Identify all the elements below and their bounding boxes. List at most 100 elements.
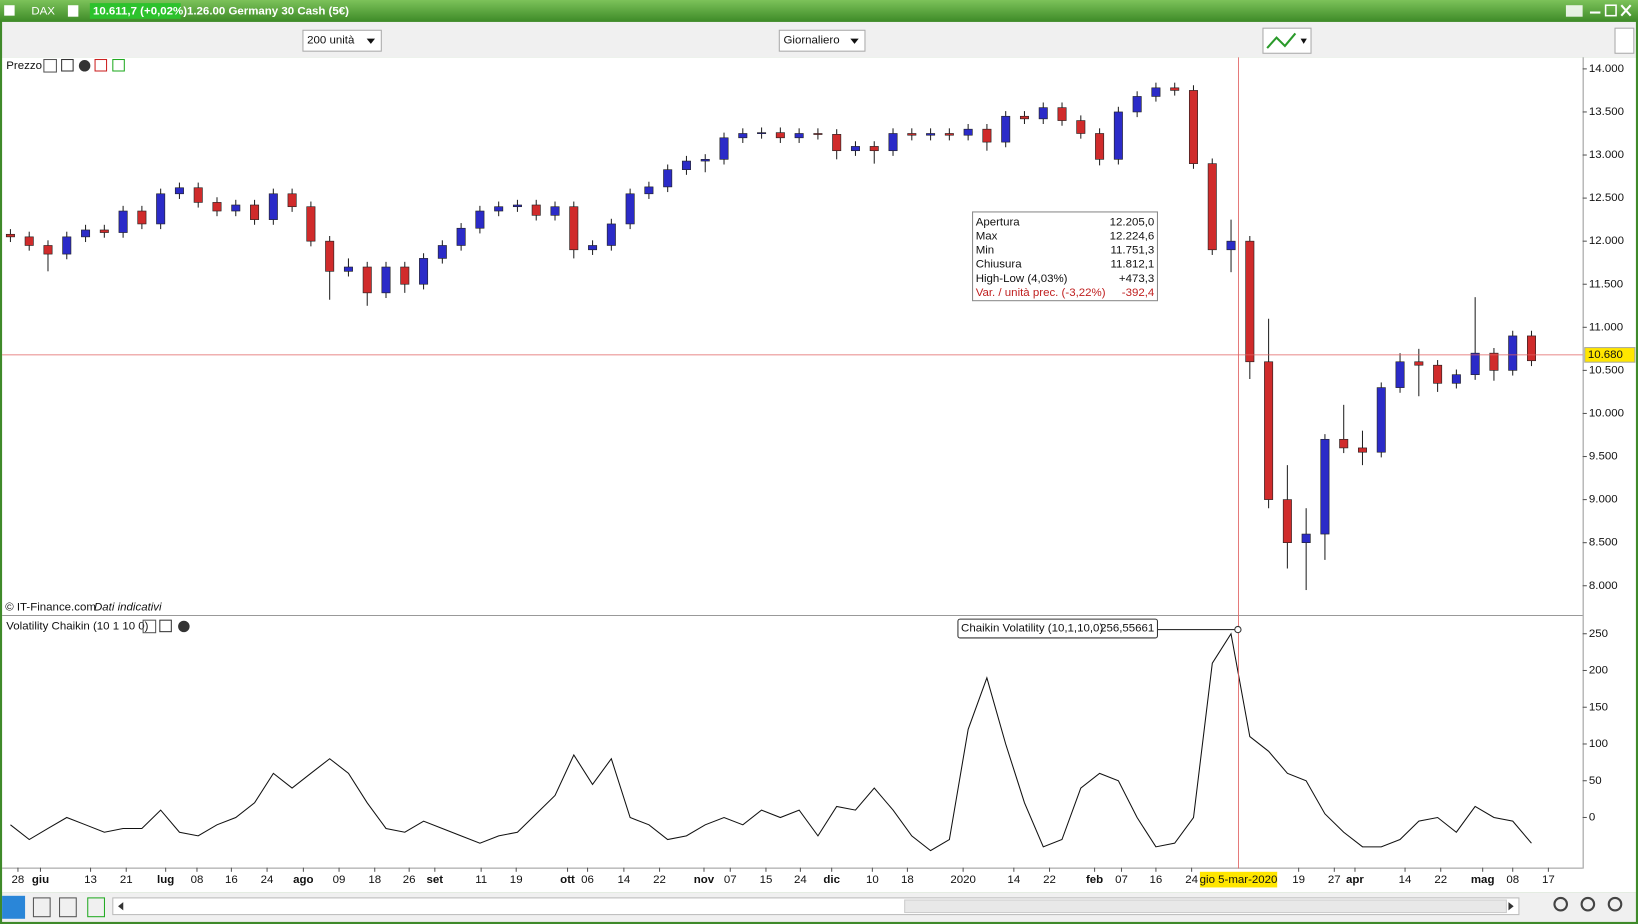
x-tick-label: 08 <box>191 874 204 886</box>
tooltip-value: 11.812,1 <box>1111 259 1155 271</box>
y-tick-label: 9.500 <box>1589 451 1618 463</box>
x-tick-label: 19 <box>1292 874 1305 886</box>
candle-body <box>1038 107 1048 120</box>
x-tick-label: lug <box>157 874 174 886</box>
candle-body <box>963 128 973 136</box>
dropdown-arrow <box>850 38 859 44</box>
date-tag-label: gio 5-mar-2020 <box>1200 874 1278 886</box>
title-bar <box>0 0 1638 22</box>
candle-body <box>1132 96 1142 113</box>
instrument: 1.26.00 Germany 30 Cash (5€) <box>187 6 349 18</box>
zoom-in-button[interactable] <box>1607 896 1623 912</box>
candle-body <box>850 146 860 152</box>
x-tick-label: 10 <box>866 874 879 886</box>
x-tick-label: dic <box>823 874 840 886</box>
x-tick-label: 16 <box>1150 874 1163 886</box>
tool-button[interactable] <box>32 897 51 918</box>
zoom-fit-button[interactable] <box>1553 896 1569 912</box>
info-icon[interactable] <box>67 5 79 17</box>
side-button[interactable] <box>1614 27 1635 54</box>
candle-body <box>43 245 53 255</box>
candle-body <box>1226 240 1236 251</box>
candle-body <box>437 245 447 259</box>
keyboard-button[interactable] <box>1565 5 1583 17</box>
volatility-tooltip <box>957 618 1158 639</box>
close-button[interactable] <box>1620 4 1632 17</box>
candle-body <box>24 236 34 246</box>
volatility-panel-title: Volatility Chaikin (10 1 10 0) <box>6 620 148 632</box>
ohlc-tooltip: Apertura 12.205,0 Max 12.224,6 Min 11.751,3 Ch… <box>972 211 1158 302</box>
candle-body <box>606 223 616 246</box>
candle-body <box>287 193 297 208</box>
candle-body <box>62 236 72 255</box>
candle-body <box>419 258 429 285</box>
y-tick-label: 12.500 <box>1589 192 1624 204</box>
candle-body <box>813 133 823 135</box>
zoom-out-button[interactable] <box>1580 896 1596 912</box>
tool-button[interactable] <box>87 897 105 918</box>
y-tick-label: 200 <box>1589 665 1608 677</box>
x-tick-label: 14 <box>617 874 630 886</box>
x-tick-label: 26 <box>403 874 416 886</box>
dropdown-arrow <box>1300 38 1307 44</box>
minimize-button[interactable] <box>1589 11 1601 14</box>
tooltip-label: Var. / unità prec. (-3,22%) <box>976 287 1106 299</box>
candle-body <box>1301 533 1311 543</box>
candle-body <box>475 210 485 229</box>
candle-body <box>644 186 654 195</box>
period-dropdown[interactable] <box>778 29 866 52</box>
candle-body <box>99 229 109 233</box>
y-tick-label: 13.500 <box>1589 106 1624 118</box>
candle-body <box>174 187 184 195</box>
app-icon <box>4 5 15 16</box>
price-panel-icons <box>43 58 125 73</box>
candle-body <box>1451 374 1461 384</box>
quote: 10.611,7 (+0,02%) <box>93 6 187 18</box>
volatility-tooltip-value: 256,55661 <box>1100 623 1154 635</box>
y-tick-label: 100 <box>1589 738 1608 750</box>
candle-body <box>588 245 598 251</box>
tooltip-label: Apertura <box>976 216 1021 228</box>
candle-body <box>362 266 372 294</box>
x-tick-label: 28 <box>12 874 25 886</box>
x-tick-label: 11 <box>475 874 487 886</box>
candle-body <box>775 132 785 139</box>
candle-body <box>137 210 147 225</box>
candle-body <box>832 134 842 152</box>
candle-body <box>494 206 504 212</box>
candle-body <box>250 204 260 220</box>
y-tick-label: 11.500 <box>1589 278 1623 290</box>
x-tick-label: 19 <box>510 874 523 886</box>
tooltip-label: Min <box>976 245 994 257</box>
candle-body <box>1527 335 1536 362</box>
x-tick-label: ott <box>560 874 575 886</box>
candle-body <box>1320 438 1330 535</box>
candle-body <box>212 202 222 212</box>
candle-body <box>1057 107 1067 121</box>
price-tag-label: 10.680 <box>1588 349 1623 361</box>
candle-body <box>700 159 710 162</box>
maximize-button[interactable] <box>1604 4 1617 17</box>
units-dropdown[interactable] <box>302 29 382 52</box>
candle-body <box>663 169 673 188</box>
y-tick-label: 9.000 <box>1589 494 1618 506</box>
candle-body <box>944 133 954 136</box>
plots: 14.000 13.500 13.000 12.500 12.000 11.500 11.0… <box>2 57 1636 888</box>
candle-body <box>1433 364 1443 384</box>
dropdown-arrow <box>366 38 376 44</box>
candle-body <box>456 227 466 246</box>
candle-body <box>118 210 128 233</box>
y-tick-label: 13.000 <box>1589 149 1624 161</box>
x-tick-label: set <box>427 874 444 886</box>
x-tick-label: feb <box>1086 874 1103 886</box>
scroll-thumb[interactable] <box>904 899 1507 914</box>
candle-body <box>1170 87 1180 91</box>
volatility-panel-icons <box>142 619 190 634</box>
chart-type-icon <box>1266 32 1297 49</box>
x-tick-label: ago <box>293 874 313 886</box>
x-tick-label: 17 <box>1542 874 1555 886</box>
candle-body <box>1470 352 1480 376</box>
share-button[interactable] <box>2 895 26 919</box>
tool-button[interactable] <box>59 897 77 918</box>
